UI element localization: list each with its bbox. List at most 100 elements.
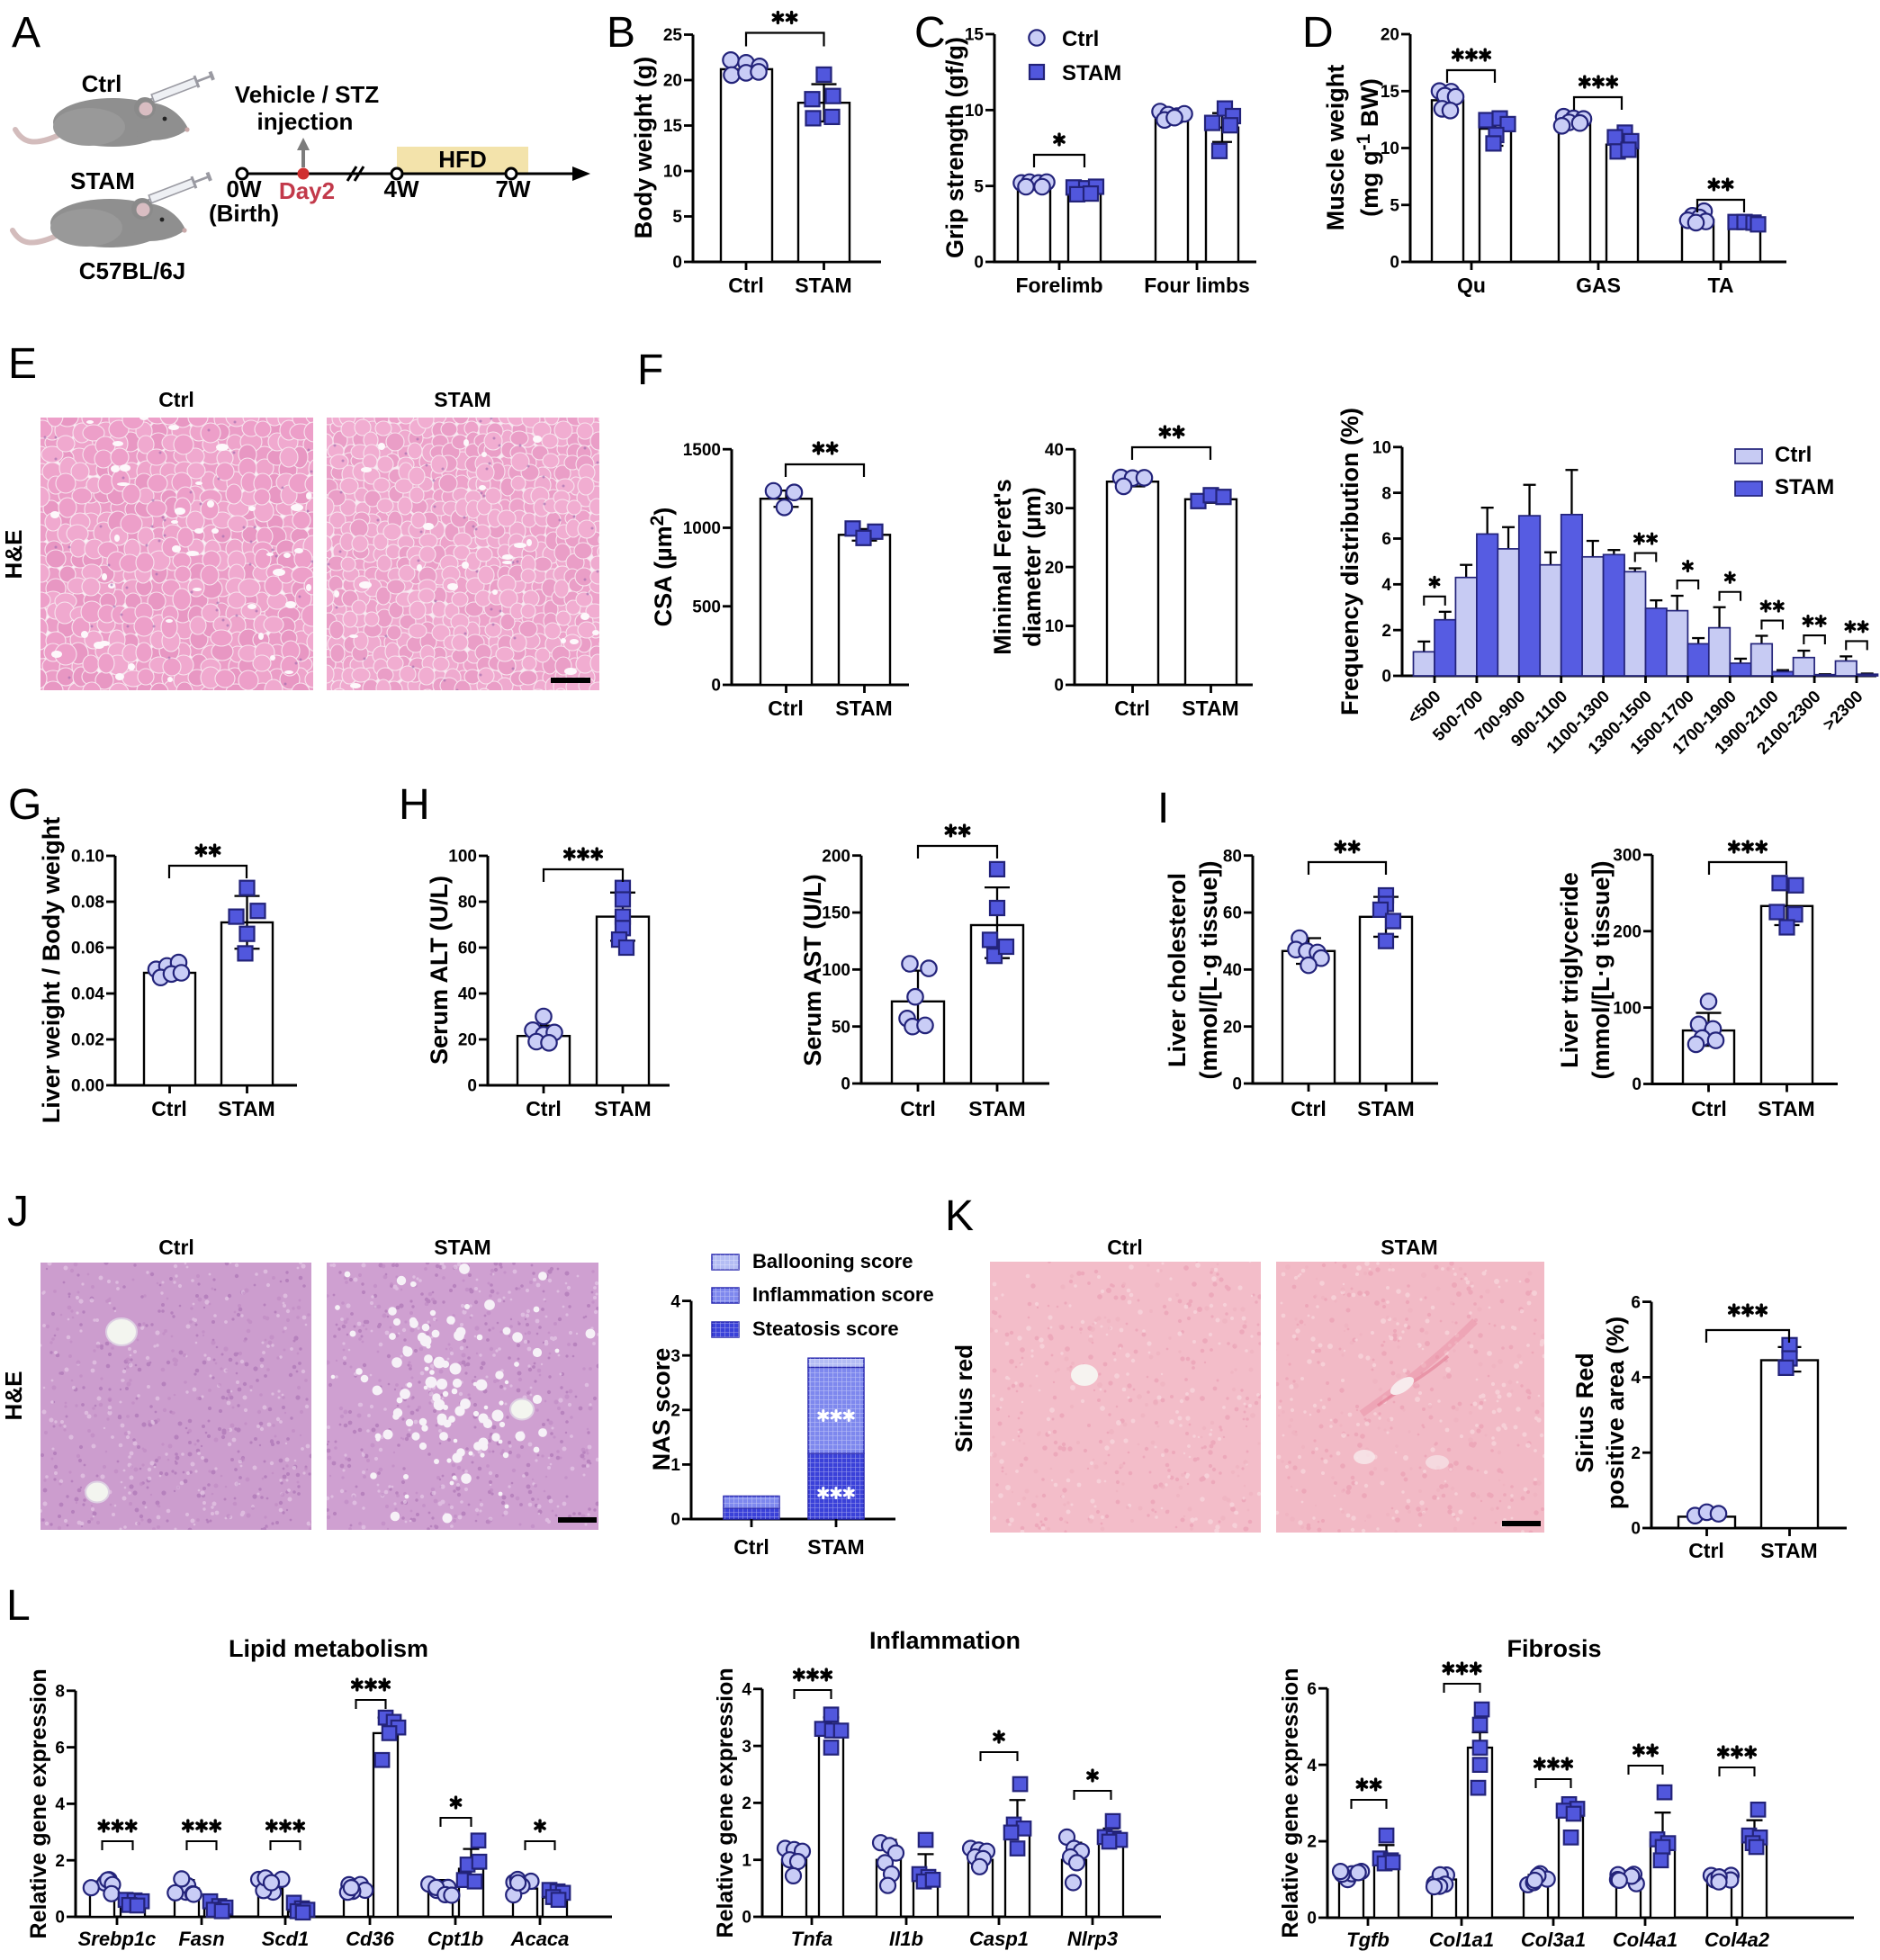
svg-text:0.02: 0.02	[71, 1031, 104, 1050]
svg-text:Srebp1c: Srebp1c	[78, 1928, 157, 1950]
svg-text:Muscle weight: Muscle weight	[1322, 65, 1349, 231]
svg-text:0: 0	[672, 254, 682, 273]
svg-text:Ctrl: Ctrl	[151, 1097, 187, 1120]
svg-text:2: 2	[742, 1794, 751, 1813]
svg-text:(mmol/[L·g tissue]): (mmol/[L·g tissue])	[1195, 861, 1222, 1080]
svg-text:L: L	[6, 1582, 31, 1630]
svg-text:10: 10	[1045, 617, 1064, 636]
svg-text:(mmol/[L·g tissue]): (mmol/[L·g tissue])	[1588, 861, 1615, 1080]
svg-text:injection: injection	[257, 108, 354, 135]
svg-text:1500: 1500	[683, 441, 721, 460]
svg-text:0: 0	[1390, 254, 1399, 273]
svg-text:7W: 7W	[496, 175, 531, 202]
svg-text:STAM: STAM	[434, 1236, 490, 1259]
svg-text:20: 20	[1381, 26, 1399, 45]
svg-text:J: J	[7, 1188, 29, 1236]
svg-text:4: 4	[1631, 1369, 1641, 1388]
svg-text:Vehicle / STZ: Vehicle / STZ	[235, 81, 380, 108]
svg-text:3: 3	[742, 1738, 751, 1757]
svg-text:15: 15	[1381, 83, 1400, 102]
svg-text:0.08: 0.08	[71, 894, 104, 913]
svg-text:STAM: STAM	[807, 1535, 864, 1559]
svg-text:Fasn: Fasn	[178, 1928, 224, 1950]
svg-text:60: 60	[1223, 904, 1242, 923]
svg-text:Frequency distribution (%): Frequency distribution (%)	[1336, 408, 1363, 715]
svg-text:15: 15	[965, 26, 985, 45]
svg-text:500: 500	[692, 598, 721, 616]
svg-text:10: 10	[1381, 139, 1399, 158]
svg-text:3: 3	[670, 1347, 680, 1366]
svg-text:F: F	[637, 346, 663, 394]
svg-text:2: 2	[1381, 622, 1391, 641]
svg-text:4: 4	[742, 1680, 751, 1699]
svg-text:Ctrl: Ctrl	[1291, 1097, 1327, 1120]
svg-text:(mg g-1 BW): (mg g-1 BW)	[1354, 78, 1383, 217]
svg-text:Il1b: Il1b	[889, 1928, 923, 1950]
svg-text:6: 6	[1631, 1293, 1641, 1312]
svg-text:0.10: 0.10	[71, 848, 104, 867]
svg-text:8: 8	[55, 1682, 65, 1701]
svg-text:Relative gene expression: Relative gene expression	[26, 1668, 51, 1938]
svg-text:4: 4	[1381, 576, 1391, 595]
svg-text:Sirius Red: Sirius Red	[1571, 1353, 1598, 1473]
svg-text:300: 300	[1613, 847, 1642, 866]
svg-text:TA: TA	[1708, 274, 1734, 297]
svg-text:20: 20	[1045, 559, 1064, 578]
svg-text:Ctrl: Ctrl	[158, 1236, 194, 1259]
svg-text:HFD: HFD	[438, 146, 486, 173]
svg-text:B: B	[607, 9, 635, 57]
svg-text:Cd36: Cd36	[346, 1928, 395, 1950]
svg-text:40: 40	[458, 985, 477, 1004]
svg-text:0: 0	[1631, 1520, 1641, 1539]
svg-text:4W: 4W	[384, 175, 419, 202]
svg-text:E: E	[8, 340, 37, 388]
svg-text:STAM: STAM	[1775, 475, 1834, 499]
svg-text:Ctrl: Ctrl	[1107, 1236, 1143, 1259]
svg-text:0.00: 0.00	[71, 1077, 104, 1096]
svg-text:Ctrl: Ctrl	[1114, 697, 1150, 720]
svg-text:Ctrl: Ctrl	[1691, 1097, 1727, 1120]
svg-text:I: I	[1157, 785, 1169, 832]
svg-text:GAS: GAS	[1576, 274, 1621, 297]
svg-text:0.06: 0.06	[71, 940, 104, 958]
svg-text:20: 20	[663, 72, 682, 91]
svg-text:20: 20	[1223, 1018, 1242, 1037]
svg-text:0.04: 0.04	[71, 985, 104, 1004]
svg-text:6: 6	[55, 1739, 65, 1758]
svg-text:Minimal Feret's: Minimal Feret's	[989, 479, 1016, 654]
svg-text:Grip strength (gf/g): Grip strength (gf/g)	[941, 37, 968, 258]
svg-text:40: 40	[1223, 961, 1242, 980]
svg-text:5: 5	[974, 177, 984, 196]
svg-text:10: 10	[1372, 438, 1391, 457]
svg-text:Serum ALT (U/L): Serum ALT (U/L)	[426, 876, 453, 1065]
svg-text:100: 100	[1613, 999, 1642, 1018]
svg-text:0: 0	[974, 254, 984, 273]
svg-text:H&E: H&E	[0, 530, 27, 580]
svg-text:Ctrl: Ctrl	[158, 388, 194, 411]
svg-text:0: 0	[1054, 677, 1064, 696]
svg-text:Ctrl: Ctrl	[526, 1097, 562, 1120]
svg-text:10: 10	[965, 102, 984, 121]
svg-text:Body weight (g): Body weight (g)	[630, 57, 657, 238]
svg-text:C: C	[914, 9, 946, 57]
svg-text:Inflammation score: Inflammation score	[752, 1283, 934, 1306]
svg-text:STAM: STAM	[70, 167, 135, 194]
svg-text:Acaca: Acaca	[510, 1928, 570, 1950]
svg-text:1000: 1000	[683, 519, 721, 538]
svg-text:50: 50	[832, 1018, 850, 1037]
svg-text:0: 0	[670, 1511, 680, 1530]
svg-text:2: 2	[1631, 1444, 1641, 1463]
svg-text:4: 4	[55, 1795, 65, 1814]
svg-text:60: 60	[458, 940, 477, 958]
svg-text:STAM: STAM	[835, 697, 892, 720]
svg-text:100: 100	[822, 961, 850, 980]
svg-text:Ctrl: Ctrl	[1062, 27, 1099, 51]
svg-text:Tnfa: Tnfa	[791, 1928, 832, 1950]
svg-text:STAM: STAM	[1381, 1236, 1437, 1259]
svg-text:80: 80	[458, 894, 477, 913]
svg-text:STAM: STAM	[968, 1097, 1025, 1120]
svg-text:positive area (%): positive area (%)	[1602, 1317, 1629, 1510]
svg-text:0: 0	[467, 1077, 477, 1096]
svg-text:Serum AST (U/L): Serum AST (U/L)	[799, 874, 826, 1066]
svg-text:NAS score: NAS score	[648, 1348, 675, 1471]
